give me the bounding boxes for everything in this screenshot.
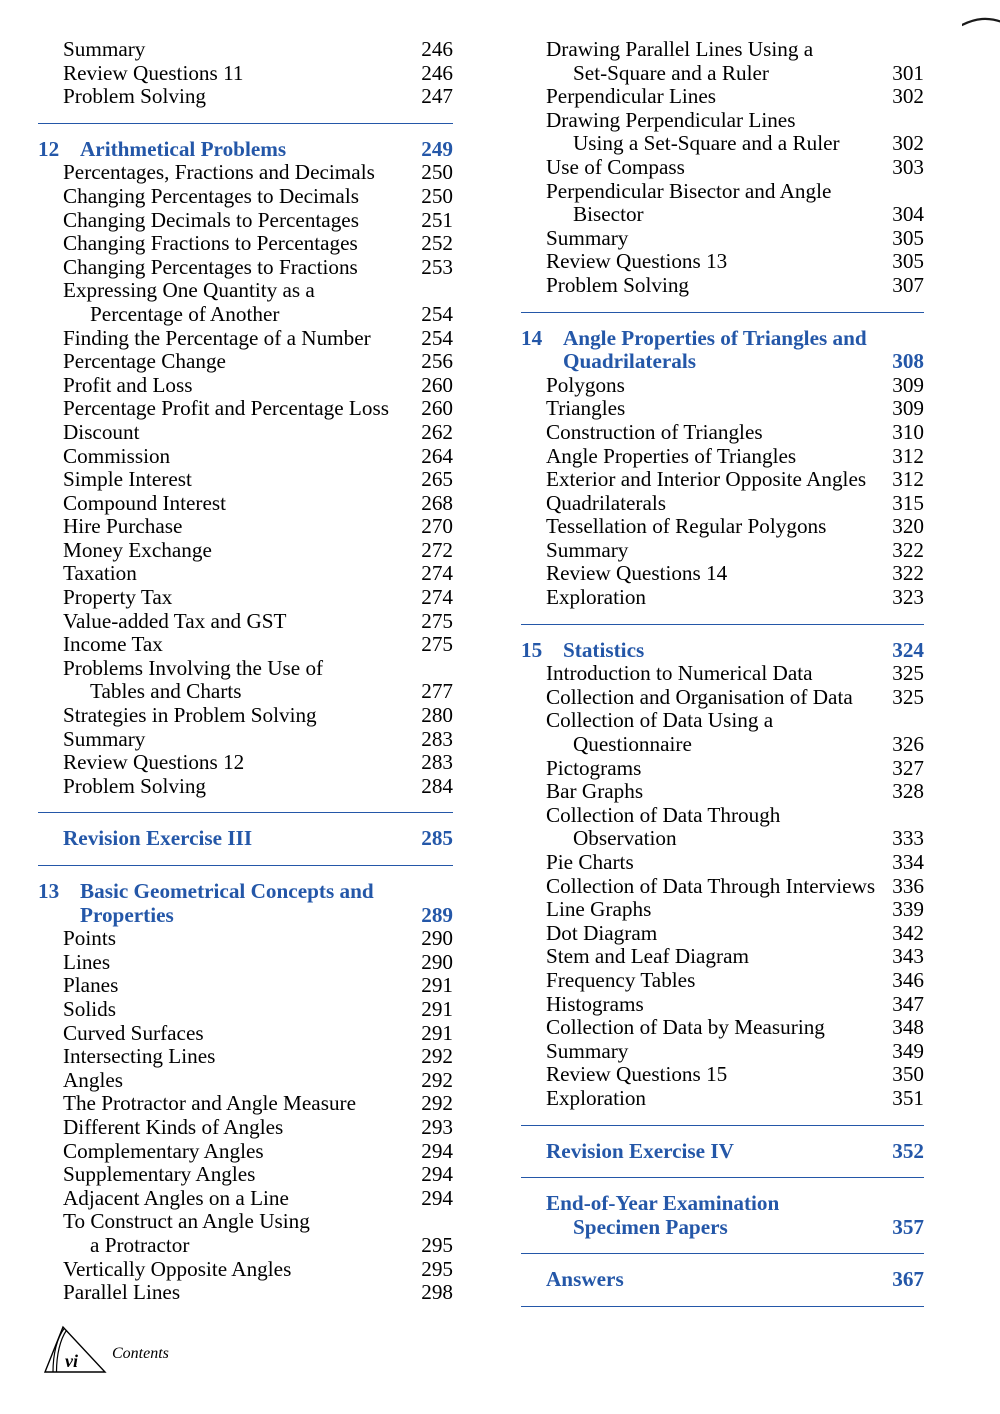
- svg-text:vi: vi: [65, 1351, 78, 1371]
